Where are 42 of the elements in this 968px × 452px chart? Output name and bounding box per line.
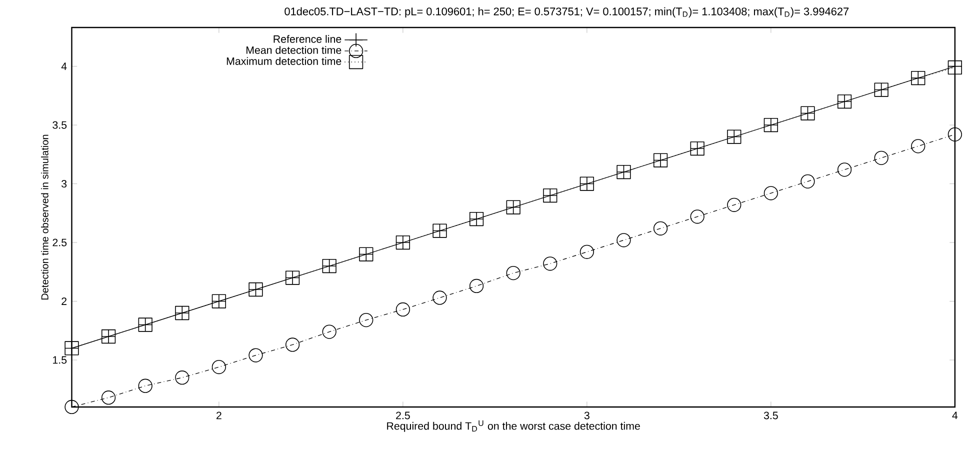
point xyxy=(359,312,374,328)
y-tick-label: 4 xyxy=(61,62,67,70)
y-axis-title: Detection time observed in simulation xyxy=(41,134,48,300)
point xyxy=(432,290,447,305)
x-tick-label: 2.5 xyxy=(396,412,410,420)
point xyxy=(911,139,926,154)
point xyxy=(322,324,336,339)
x-axis-title: Required bound T$_{D}$$^{U}$ on the worst case detection time xyxy=(387,420,640,432)
y-tick-label: 3.5 xyxy=(52,121,67,129)
point xyxy=(948,127,962,142)
point xyxy=(580,244,594,259)
point xyxy=(506,266,520,280)
point xyxy=(101,390,116,405)
point xyxy=(396,302,410,317)
point xyxy=(616,233,631,248)
legend-label: Maximum detection time xyxy=(226,57,342,65)
point xyxy=(690,210,704,224)
point xyxy=(212,360,226,374)
chart-title: 01dec05.TD−LAST−TD: pL= 0.109601; h= 250; E= 0.573751; V= 0.100157; min(T$_{D}$)= 1.103408; max(T$_{D}$)= 3.994627 xyxy=(284,7,849,18)
x-tick-label: 2 xyxy=(216,412,222,420)
point xyxy=(800,174,815,188)
point xyxy=(653,221,668,236)
legend-label: Reference line xyxy=(274,35,342,43)
y-tick-label: 3 xyxy=(61,180,67,188)
point xyxy=(764,186,778,200)
y-tick-label: 2.5 xyxy=(52,238,67,246)
x-tick-label: 3 xyxy=(584,412,590,420)
y-tick-label: 2 xyxy=(62,298,66,305)
x-tick-label: 3.5 xyxy=(764,412,778,420)
x-tick-label: 4 xyxy=(952,412,958,420)
point xyxy=(248,348,263,362)
legend-label: Mean detection time xyxy=(246,46,342,54)
point xyxy=(727,198,742,212)
point xyxy=(543,256,558,271)
point xyxy=(175,370,190,385)
y-tick-label: 1.5 xyxy=(53,356,67,364)
point xyxy=(64,400,79,414)
point xyxy=(469,278,484,294)
point xyxy=(837,162,852,177)
point xyxy=(285,338,300,352)
point xyxy=(138,378,152,393)
point xyxy=(874,150,888,165)
